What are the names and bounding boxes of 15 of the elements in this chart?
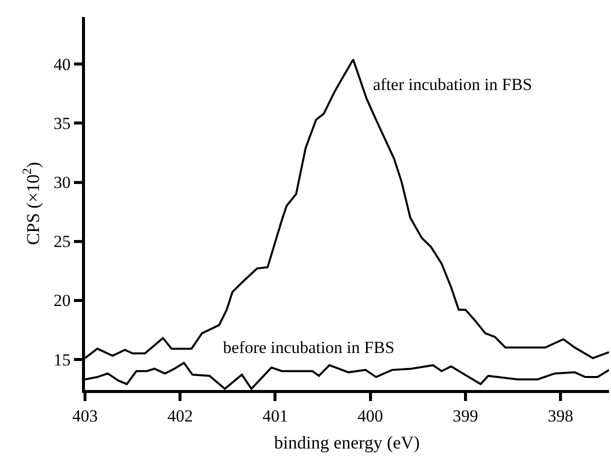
x-tick-label: 402 [167,406,193,426]
x-tick-label: 403 [72,406,98,426]
y-tick-label: 40 [54,55,71,74]
y-tick-label: 25 [54,232,71,252]
x-tick-label: 399 [452,406,478,426]
series-label: after incubation in FBS [373,75,532,94]
x-tick-label: 400 [358,406,384,426]
x-axis-title: binding energy (eV) [274,432,420,452]
y-tick-label: 35 [54,114,71,134]
series-label: before incubation in FBS [223,338,394,357]
y-tick-label: 15 [54,350,71,370]
y-tick-label: 20 [54,291,71,310]
x-tick-label: 401 [262,406,288,426]
y-tick-label: 30 [54,173,71,192]
x-tick-label: 398 [548,406,574,426]
